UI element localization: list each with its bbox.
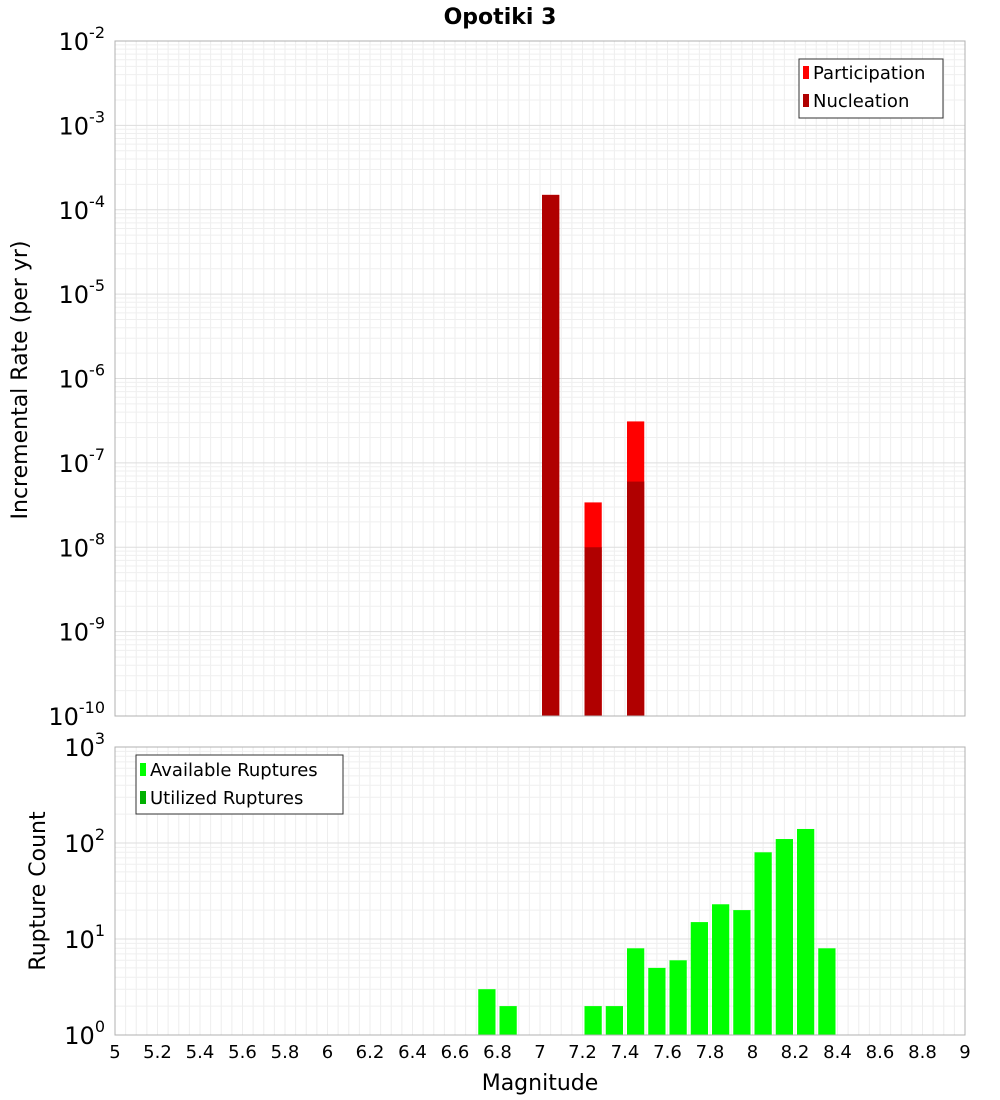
legend-label-participation: Participation (813, 63, 925, 84)
x-tick-label: 7.4 (611, 1042, 640, 1063)
bottom-bar-available-ruptures (797, 828, 815, 1035)
x-tick-label: 8.8 (908, 1042, 937, 1063)
legend-swatch-participation (803, 66, 809, 79)
top-gridlines (114, 41, 966, 717)
bottom-bar-available-ruptures (499, 1006, 517, 1035)
y-tick-label: 10-10 (48, 698, 105, 731)
x-tick-label: 5 (109, 1042, 120, 1063)
x-tick-label: 5.8 (271, 1042, 300, 1063)
bottom-bars (478, 828, 836, 1035)
bottom-bar-available-ruptures (712, 904, 730, 1035)
y-tick-label: 10-2 (59, 23, 106, 56)
y-tick-label: 10-5 (59, 276, 106, 309)
x-tick-label: 6.2 (356, 1042, 385, 1063)
y-tick-label: 100 (64, 1017, 105, 1050)
bottom-legend: Available Ruptures Utilized Ruptures (135, 754, 344, 815)
x-tick-label: 5.4 (186, 1042, 215, 1063)
bottom-y-tick-labels: 103 102 101 100 (64, 729, 105, 1050)
y-tick-label: 102 (64, 825, 105, 858)
x-tick-label: 7.6 (653, 1042, 682, 1063)
bottom-bar-available-ruptures (690, 922, 708, 1035)
bottom-bar-available-ruptures (648, 967, 666, 1035)
y-tick-label: 103 (64, 729, 105, 762)
top-legend-box (798, 58, 944, 119)
legend-label-nucleation: Nucleation (813, 91, 909, 112)
x-tick-label: 7 (534, 1042, 545, 1063)
x-tick-label: 6.6 (441, 1042, 470, 1063)
y-tick-label: 10-3 (59, 107, 106, 140)
bottom-bar-available-ruptures (584, 1006, 602, 1035)
x-tick-labels: 5 5.2 5.4 5.6 5.8 6 6.2 6.4 6.6 6.8 7 7.2 7.4 7.6 7.8 8… (109, 1042, 970, 1063)
bottom-bar-available-ruptures (605, 1006, 623, 1035)
legend-label-utilized-ruptures: Utilized Ruptures (150, 788, 303, 809)
y-tick-label: 10-6 (59, 361, 106, 394)
top-plot-border (114, 40, 966, 717)
x-tick-label: 8.6 (866, 1042, 895, 1063)
rupture-count-panel: 103 102 101 100 Rupture Count Available Rup… (26, 729, 966, 1050)
y-tick-label: 10-7 (59, 445, 106, 478)
participation-panel: 10-2 10-3 10-4 10-5 10-6 10-7 10-8 10-9 10-10 In… (8, 23, 966, 731)
x-tick-label: 5.2 (143, 1042, 172, 1063)
x-tick-label: 8 (747, 1042, 758, 1063)
top-bar-nucleation (627, 481, 645, 716)
y-tick-label: 10-4 (59, 192, 106, 225)
x-tick-label: 6 (322, 1042, 333, 1063)
bottom-y-axis-label: Rupture Count (26, 811, 51, 971)
legend-swatch-available-ruptures (140, 763, 146, 776)
x-tick-label: 7.2 (568, 1042, 597, 1063)
x-tick-label: 7.8 (696, 1042, 725, 1063)
x-axis-label: Magnitude (482, 1071, 599, 1096)
bottom-bar-available-ruptures (818, 948, 836, 1035)
top-bars (542, 194, 645, 716)
top-y-axis-label: Incremental Rate (per yr) (8, 241, 33, 520)
top-bar-nucleation (542, 194, 560, 716)
bottom-plot-border (114, 746, 966, 1036)
legend-swatch-nucleation (803, 94, 809, 107)
legend-swatch-utilized-ruptures (140, 791, 146, 804)
y-tick-label: 10-9 (59, 614, 106, 647)
bottom-legend-box (135, 754, 344, 815)
y-tick-label: 101 (64, 921, 105, 954)
y-tick-label: 10-8 (59, 529, 106, 562)
x-tick-label: 5.6 (228, 1042, 257, 1063)
x-tick-label: 9 (959, 1042, 970, 1063)
top-bar-nucleation (584, 547, 602, 716)
bottom-bar-available-ruptures (669, 960, 687, 1035)
top-legend: Participation Nucleation (798, 58, 944, 119)
bottom-bar-available-ruptures (754, 852, 772, 1035)
bottom-bar-available-ruptures (775, 839, 793, 1035)
bottom-bar-available-ruptures (733, 910, 751, 1035)
chart-title: Opotiki 3 (444, 5, 557, 30)
x-tick-label: 8.2 (781, 1042, 810, 1063)
x-tick-label: 6.4 (398, 1042, 427, 1063)
bottom-bar-available-ruptures (478, 989, 496, 1035)
x-tick-label: 8.4 (823, 1042, 852, 1063)
legend-label-available-ruptures: Available Ruptures (150, 760, 318, 781)
top-y-tick-labels: 10-2 10-3 10-4 10-5 10-6 10-7 10-8 10-9 10-10 (48, 23, 105, 731)
bottom-bar-available-ruptures (627, 948, 645, 1035)
x-tick-label: 6.8 (483, 1042, 512, 1063)
